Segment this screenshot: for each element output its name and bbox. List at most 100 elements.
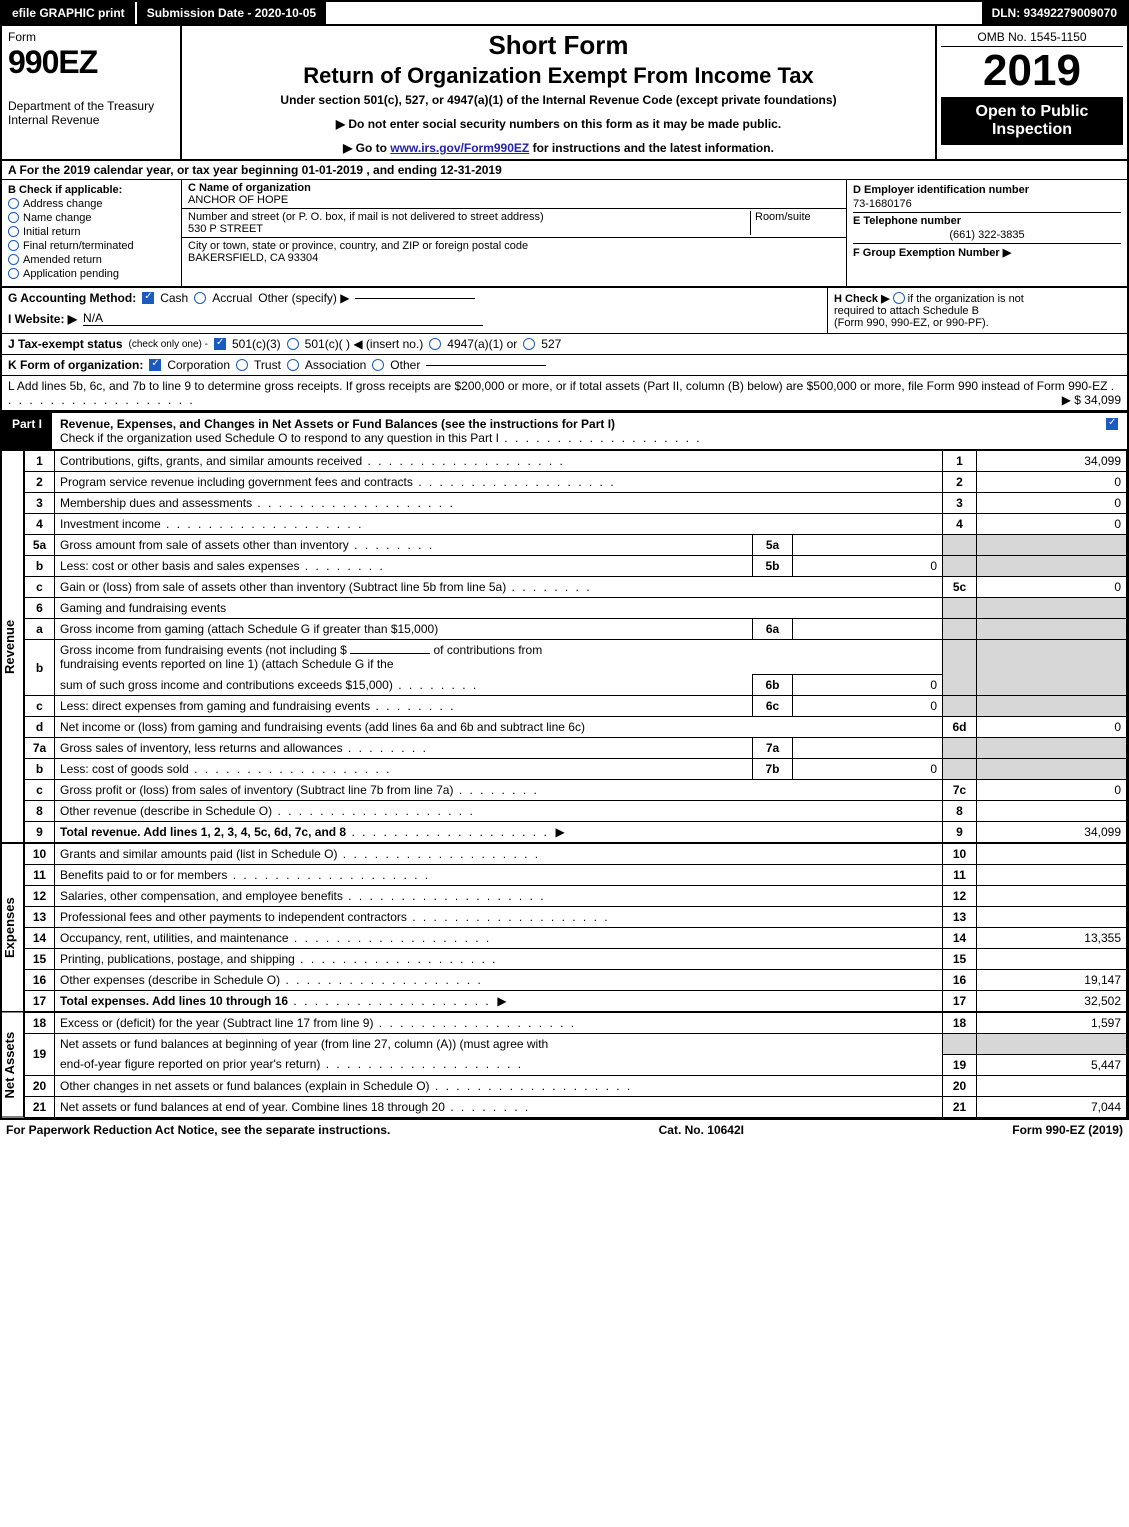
rn: 20 [25, 1075, 55, 1096]
rd: Program service revenue including govern… [60, 475, 616, 489]
rd: Total expenses. Add lines 10 through 16 [60, 994, 491, 1008]
rd4: sum of such gross income and contributio… [60, 678, 478, 692]
rd: Contributions, gifts, grants, and simila… [60, 454, 565, 468]
org-name: ANCHOR OF HOPE [188, 194, 288, 206]
checkbox-corp-checked[interactable] [149, 359, 161, 371]
h-text1: if the organization is not [908, 293, 1024, 305]
revenue-table: 1Contributions, gifts, grants, and simil… [24, 450, 1127, 843]
rn: 17 [25, 991, 55, 1012]
checkbox-501c3-checked[interactable] [214, 338, 226, 350]
checkbox-527[interactable] [523, 338, 535, 350]
opt-4947: 4947(a)(1) or [447, 337, 517, 351]
checkbox-4947[interactable] [429, 338, 441, 350]
checkbox-501c[interactable] [287, 338, 299, 350]
table-row: dNet income or (loss) from gaming and fu… [25, 717, 1127, 738]
irs-link[interactable]: www.irs.gov/Form990EZ [390, 141, 529, 155]
subv [793, 535, 943, 556]
rd: Gaming and fundraising events [55, 598, 943, 619]
table-row: 11Benefits paid to or for members11 [25, 865, 1127, 886]
checkbox-trust[interactable] [236, 359, 248, 371]
checkbox-other-org[interactable] [372, 359, 384, 371]
rc: 21 [943, 1096, 977, 1117]
h-text1b: required to attach Schedule B [834, 305, 979, 317]
rc: 5c [943, 577, 977, 598]
rd: Salaries, other compensation, and employ… [60, 889, 546, 903]
table-row: 17 Total expenses. Add lines 10 through 1… [25, 991, 1127, 1012]
rd: Grants and similar amounts paid (list in… [60, 847, 540, 861]
other-org-input[interactable] [426, 365, 546, 366]
table-row: bLess: cost of goods sold7b0 [25, 759, 1127, 780]
rc: 15 [943, 949, 977, 970]
table-row: 21Net assets or fund balances at end of … [25, 1096, 1127, 1117]
contrib-input[interactable] [350, 653, 430, 654]
checkbox-schedule-o-checked[interactable] [1106, 418, 1118, 430]
rn: b [25, 759, 55, 780]
checkbox-assoc[interactable] [287, 359, 299, 371]
rc: 20 [943, 1075, 977, 1096]
other-specify-input[interactable] [355, 298, 475, 299]
rc: 3 [943, 493, 977, 514]
under-section: Under section 501(c), 527, or 4947(a)(1)… [190, 93, 927, 107]
rn: 19 [25, 1034, 55, 1076]
rd: Net income or (loss) from gaming and fun… [55, 717, 943, 738]
rn: 4 [25, 514, 55, 535]
rd: Excess or (deficit) for the year (Subtra… [60, 1016, 576, 1030]
subn: 7b [753, 759, 793, 780]
rc: 11 [943, 865, 977, 886]
j-small: (check only one) - [129, 339, 208, 350]
rn: 6 [25, 598, 55, 619]
table-row: cGain or (loss) from sale of assets othe… [25, 577, 1127, 598]
checkbox-name-change[interactable] [8, 212, 19, 223]
page-footer: For Paperwork Reduction Act Notice, see … [0, 1120, 1129, 1140]
opt-final-return: Final return/terminated [23, 240, 134, 252]
box-b: B Check if applicable: Address change Na… [2, 180, 182, 286]
subv [793, 738, 943, 759]
tax-year: 2019 [941, 47, 1123, 95]
checkbox-accrual[interactable] [194, 292, 206, 304]
checkbox-pending[interactable] [8, 268, 19, 279]
box-d-e-f: D Employer identification number 73-1680… [847, 180, 1127, 286]
rn: 9 [25, 822, 55, 843]
checkbox-cash-checked[interactable] [142, 292, 154, 304]
opt-trust: Trust [254, 358, 281, 372]
rn: 12 [25, 886, 55, 907]
line-k: K Form of organization: Corporation Trus… [2, 355, 1127, 376]
efile-print-button[interactable]: efile GRAPHIC print [2, 2, 137, 24]
expenses-section: Expenses 10Grants and similar amounts pa… [2, 843, 1127, 1012]
line-j: J Tax-exempt status (check only one) - 5… [2, 334, 1127, 355]
checkbox-final-return[interactable] [8, 240, 19, 251]
subv: 0 [793, 675, 943, 696]
table-row: 15Printing, publications, postage, and s… [25, 949, 1127, 970]
table-row: 6Gaming and fundraising events [25, 598, 1127, 619]
checkbox-initial-return[interactable] [8, 226, 19, 237]
table-row: 7aGross sales of inventory, less returns… [25, 738, 1127, 759]
subv: 0 [793, 696, 943, 717]
rc: 18 [943, 1013, 977, 1034]
checkbox-amended[interactable] [8, 254, 19, 265]
rc: 10 [943, 844, 977, 865]
table-row: cLess: direct expenses from gaming and f… [25, 696, 1127, 717]
checkbox-h[interactable] [893, 292, 905, 304]
rv [977, 1075, 1127, 1096]
goto-line: ▶ Go to www.irs.gov/Form990EZ for instru… [190, 141, 927, 155]
rd: Net assets or fund balances at beginning… [55, 1034, 943, 1055]
header-mid: Short Form Return of Organization Exempt… [182, 26, 937, 159]
open-to-public: Open to Public Inspection [941, 97, 1123, 145]
rn: 15 [25, 949, 55, 970]
j-label: J Tax-exempt status [8, 337, 123, 351]
rc: 19 [943, 1054, 977, 1075]
table-row: end-of-year figure reported on prior yea… [25, 1054, 1127, 1075]
rd: Gross amount from sale of assets other t… [60, 538, 434, 552]
opt-name-change: Name change [23, 212, 92, 224]
form-header: Form 990EZ Department of the Treasury In… [2, 26, 1127, 161]
checkbox-address-change[interactable] [8, 198, 19, 209]
rd: Membership dues and assessments [60, 496, 455, 510]
rn: b [25, 556, 55, 577]
f-group-label: F Group Exemption Number ▶ [853, 247, 1011, 259]
table-row: 18 Excess or (deficit) for the year (Subt… [25, 1013, 1127, 1034]
table-row: cGross profit or (loss) from sales of in… [25, 780, 1127, 801]
rn: 8 [25, 801, 55, 822]
i-label: I Website: ▶ [8, 312, 77, 326]
rd: Less: cost of goods sold [60, 762, 391, 776]
l-text: L Add lines 5b, 6c, and 7b to line 9 to … [8, 379, 1107, 393]
